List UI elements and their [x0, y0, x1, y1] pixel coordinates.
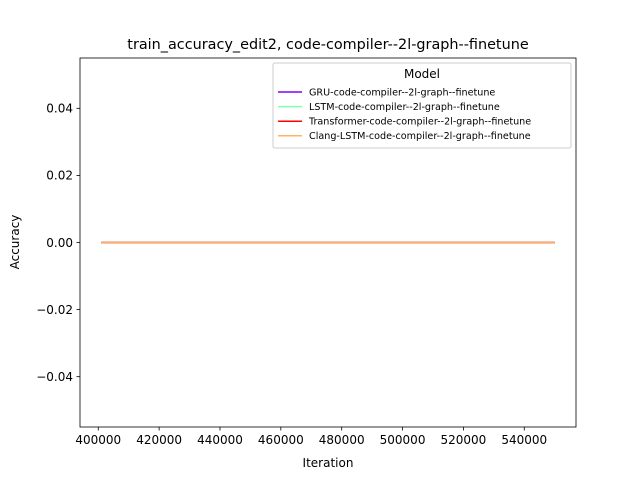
y-tick-label: 0.04 — [46, 102, 73, 116]
legend-title: Model — [404, 67, 440, 81]
x-tick-label: 500000 — [380, 433, 426, 447]
legend: Model GRU-code-compiler--2l-graph--finet… — [272, 62, 572, 149]
legend-box — [272, 62, 572, 149]
legend-label-3: Clang-LSTM-code-compiler--2l-graph--fine… — [309, 131, 531, 142]
x-tick-label: 480000 — [319, 433, 365, 447]
x-axis-label: Iteration — [303, 456, 354, 470]
y-tick-label: 0.00 — [46, 236, 73, 250]
chart-title: train_accuracy_edit2, code-compiler--2l-… — [127, 37, 529, 53]
y-axis-ticks: −0.04 −0.02 0.00 0.02 0.04 — [36, 102, 80, 384]
x-tick-label: 460000 — [258, 433, 304, 447]
x-tick-label: 420000 — [136, 433, 182, 447]
y-tick-label: −0.02 — [36, 303, 73, 317]
x-tick-label: 520000 — [441, 433, 487, 447]
y-axis-label: Accuracy — [8, 215, 22, 270]
legend-label-1: LSTM-code-compiler--2l-graph--finetune — [309, 102, 500, 113]
x-tick-label: 440000 — [197, 433, 243, 447]
x-tick-label: 400000 — [75, 433, 121, 447]
x-tick-label: 540000 — [501, 433, 547, 447]
y-tick-label: −0.04 — [36, 370, 73, 384]
x-axis-ticks: 400000 420000 440000 460000 480000 500000 5200… — [75, 427, 547, 447]
legend-label-2: Transformer-code-compiler--2l-graph--fin… — [308, 117, 531, 128]
y-tick-label: 0.02 — [46, 169, 73, 183]
legend-label-0: GRU-code-compiler--2l-graph--finetune — [309, 87, 495, 98]
legend-entries: GRU-code-compiler--2l-graph--finetune LST… — [278, 87, 531, 142]
